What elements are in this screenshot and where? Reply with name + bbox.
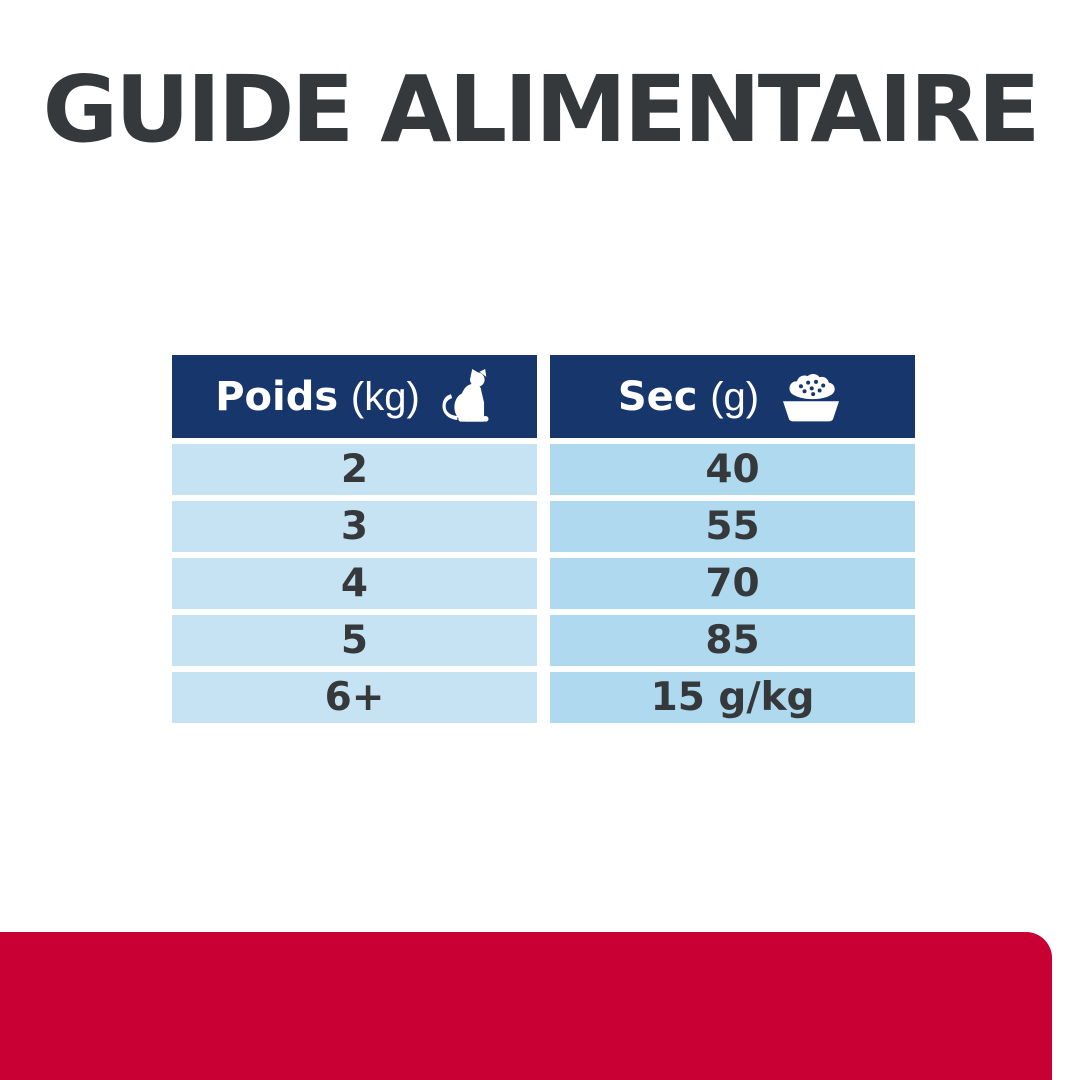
table-row: 2 40 bbox=[172, 444, 915, 495]
cat-icon bbox=[436, 368, 494, 425]
sec-cell: 70 bbox=[550, 558, 915, 609]
header-cell-poids: Poids (kg) bbox=[172, 355, 537, 438]
sec-cell: 40 bbox=[550, 444, 915, 495]
poids-header-text: Poids (kg) bbox=[215, 377, 420, 417]
brand-red-band bbox=[0, 932, 1052, 1080]
poids-header-unit: (kg) bbox=[350, 374, 420, 419]
table-row: 5 85 bbox=[172, 615, 915, 666]
poids-cell: 4 bbox=[172, 558, 537, 609]
table-header-row: Poids (kg) Sec (g) bbox=[172, 355, 915, 438]
sec-cell: 15 g/kg bbox=[550, 672, 915, 723]
header-cell-sec: Sec (g) bbox=[550, 355, 915, 438]
sec-header-label: Sec bbox=[617, 373, 698, 420]
table-row: 6+ 15 g/kg bbox=[172, 672, 915, 723]
feeding-guide-table: Poids (kg) Sec (g) bbox=[172, 355, 915, 723]
table-row: 4 70 bbox=[172, 558, 915, 609]
poids-cell: 2 bbox=[172, 444, 537, 495]
poids-cell: 5 bbox=[172, 615, 537, 666]
page-title: GUIDE ALIMENTAIRE bbox=[42, 56, 1041, 163]
table-row: 3 55 bbox=[172, 501, 915, 552]
sec-cell: 85 bbox=[550, 615, 915, 666]
sec-header-unit: (g) bbox=[710, 374, 760, 419]
food-bowl-icon bbox=[775, 369, 847, 425]
sec-header-text: Sec (g) bbox=[618, 377, 759, 417]
poids-header-label: Poids bbox=[215, 373, 339, 420]
poids-cell: 3 bbox=[172, 501, 537, 552]
poids-cell: 6+ bbox=[172, 672, 537, 723]
sec-cell: 55 bbox=[550, 501, 915, 552]
